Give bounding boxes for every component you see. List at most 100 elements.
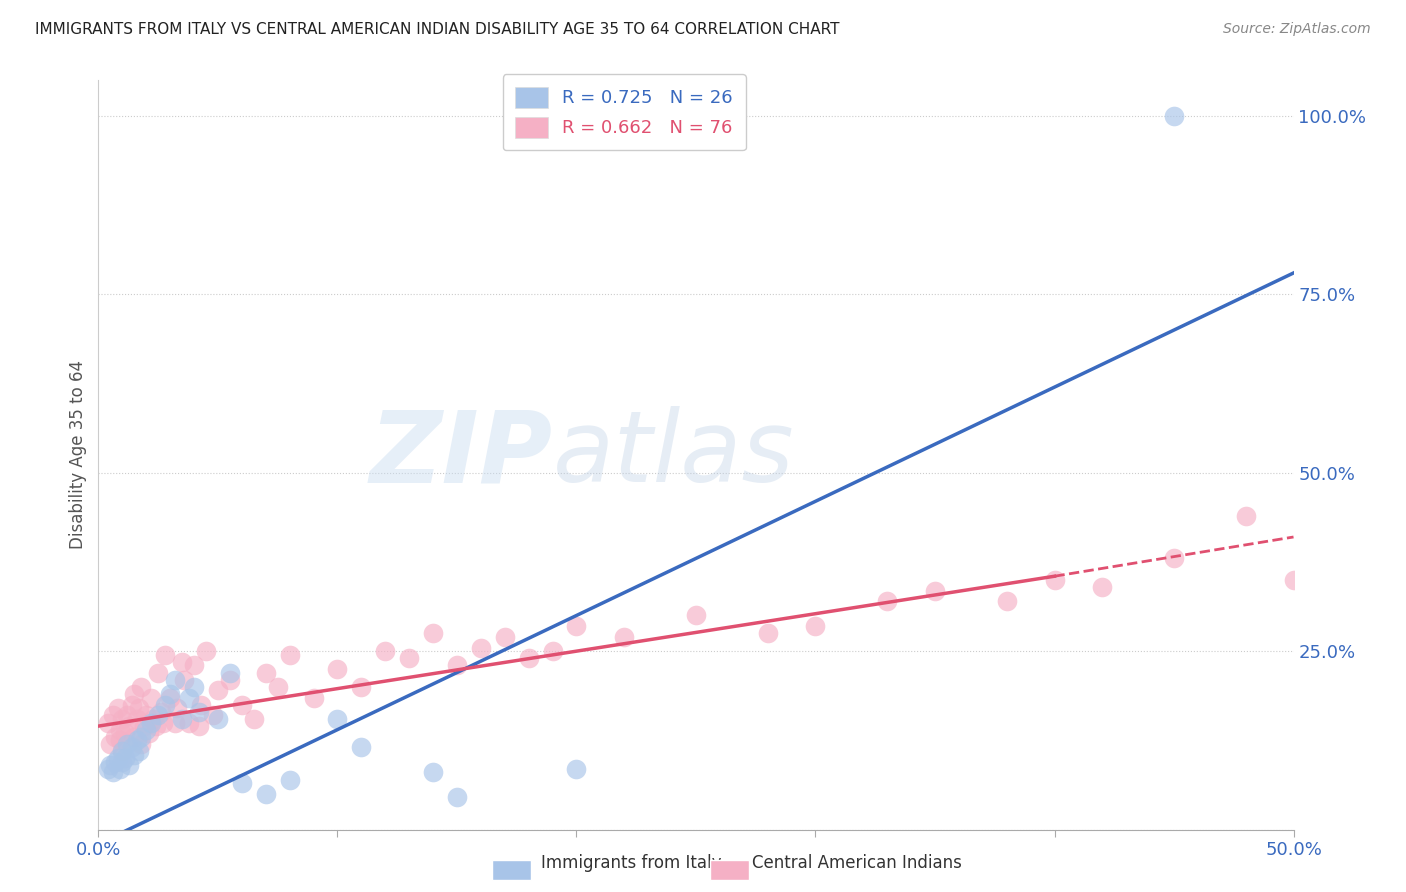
Point — [924, 583, 946, 598]
Text: Source: ZipAtlas.com: Source: ZipAtlas.com — [1223, 22, 1371, 37]
Point — [118, 758, 141, 772]
Point — [121, 698, 143, 712]
Point — [131, 680, 153, 694]
Point — [159, 690, 181, 705]
Point — [125, 733, 148, 747]
Point — [1234, 508, 1257, 523]
Point — [107, 701, 129, 715]
Point — [138, 726, 160, 740]
Point — [172, 655, 194, 669]
Point — [613, 630, 636, 644]
Point — [111, 712, 134, 726]
Point — [124, 730, 146, 744]
Point — [350, 680, 373, 694]
Point — [173, 673, 195, 687]
Point — [278, 648, 301, 662]
Point — [131, 737, 153, 751]
Point — [124, 747, 146, 762]
Point — [179, 690, 201, 705]
Point — [121, 740, 143, 755]
Point — [219, 665, 242, 680]
Point — [148, 708, 170, 723]
Point — [155, 648, 177, 662]
Point — [326, 662, 349, 676]
Point — [422, 765, 444, 780]
Point — [115, 708, 138, 723]
Point — [202, 708, 225, 723]
Point — [207, 683, 229, 698]
Point — [98, 737, 122, 751]
Point — [108, 762, 131, 776]
Point — [446, 790, 468, 805]
Point — [243, 712, 266, 726]
Point — [114, 751, 136, 765]
Point — [254, 787, 277, 801]
Point — [97, 762, 120, 776]
Point — [187, 719, 209, 733]
Point — [326, 712, 349, 726]
Point — [219, 673, 242, 687]
Point — [190, 698, 212, 712]
Point — [142, 712, 165, 726]
Point — [804, 619, 827, 633]
Text: ZIP: ZIP — [370, 407, 553, 503]
Point — [104, 730, 127, 744]
Point — [139, 715, 162, 730]
Point — [97, 715, 120, 730]
Point — [756, 626, 779, 640]
Point — [565, 619, 588, 633]
Point — [107, 751, 129, 765]
Point — [231, 698, 253, 712]
Point — [132, 719, 155, 733]
Point — [187, 705, 209, 719]
Point — [494, 630, 516, 644]
Point — [1163, 551, 1185, 566]
Y-axis label: Disability Age 35 to 64: Disability Age 35 to 64 — [69, 360, 87, 549]
Point — [114, 726, 136, 740]
Point — [183, 658, 205, 673]
Point — [108, 733, 131, 747]
Point — [148, 665, 170, 680]
Point — [128, 744, 150, 758]
Point — [1043, 573, 1066, 587]
Point — [128, 701, 150, 715]
Point — [876, 594, 898, 608]
Point — [166, 701, 188, 715]
Point — [195, 644, 218, 658]
Point — [422, 626, 444, 640]
Point — [131, 730, 153, 744]
Point — [149, 705, 172, 719]
Point — [124, 687, 146, 701]
Point — [98, 758, 122, 772]
Point — [231, 776, 253, 790]
Text: atlas: atlas — [553, 407, 794, 503]
Point — [115, 737, 138, 751]
Point — [135, 723, 157, 737]
Point — [104, 755, 127, 769]
Point — [111, 744, 134, 758]
Point — [1330, 615, 1353, 630]
Point — [125, 712, 148, 726]
Point — [278, 772, 301, 787]
Text: Immigrants from Italy: Immigrants from Italy — [541, 855, 721, 872]
Point — [145, 719, 167, 733]
Point — [207, 712, 229, 726]
Point — [541, 644, 564, 658]
Point — [350, 740, 373, 755]
Point — [517, 651, 540, 665]
Point — [565, 762, 588, 776]
Point — [172, 712, 194, 726]
Point — [159, 687, 181, 701]
Point — [139, 690, 162, 705]
Legend: R = 0.725   N = 26, R = 0.662   N = 76: R = 0.725 N = 26, R = 0.662 N = 76 — [503, 74, 745, 151]
Point — [1282, 573, 1305, 587]
Point — [267, 680, 290, 694]
Point — [163, 673, 186, 687]
Point — [108, 723, 131, 737]
Point — [254, 665, 277, 680]
Point — [118, 719, 141, 733]
Point — [685, 608, 707, 623]
Point — [1402, 608, 1406, 623]
Point — [179, 715, 201, 730]
Point — [183, 680, 205, 694]
